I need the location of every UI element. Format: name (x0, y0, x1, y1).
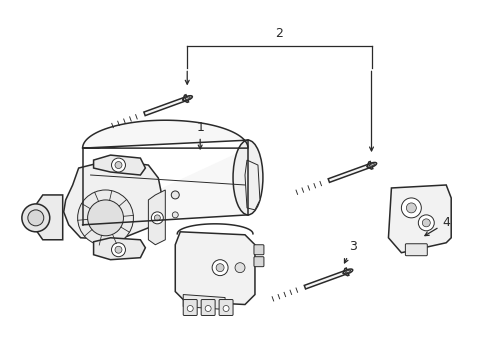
FancyBboxPatch shape (405, 244, 427, 256)
Ellipse shape (183, 96, 192, 100)
Circle shape (78, 190, 133, 246)
FancyBboxPatch shape (219, 300, 233, 315)
Polygon shape (63, 160, 162, 240)
Circle shape (111, 158, 125, 172)
Circle shape (171, 191, 179, 199)
Polygon shape (183, 95, 188, 102)
Text: 2: 2 (275, 27, 283, 40)
Circle shape (205, 306, 211, 311)
Polygon shape (93, 155, 145, 175)
Circle shape (28, 210, 44, 226)
Circle shape (417, 215, 433, 231)
Circle shape (22, 204, 50, 232)
Polygon shape (244, 160, 260, 210)
Circle shape (154, 215, 160, 221)
Circle shape (187, 306, 193, 311)
Circle shape (223, 306, 228, 311)
Circle shape (216, 264, 224, 272)
Circle shape (151, 212, 163, 224)
Ellipse shape (233, 140, 263, 215)
Circle shape (172, 212, 178, 218)
Text: 4: 4 (424, 216, 449, 236)
Circle shape (111, 243, 125, 257)
Polygon shape (82, 120, 247, 225)
Polygon shape (304, 270, 347, 289)
Text: 3: 3 (344, 240, 356, 263)
Circle shape (422, 219, 429, 227)
Polygon shape (327, 163, 371, 183)
Circle shape (115, 162, 122, 168)
Polygon shape (183, 294, 224, 310)
Circle shape (235, 263, 244, 273)
Polygon shape (93, 238, 145, 260)
Ellipse shape (343, 269, 352, 274)
Circle shape (401, 198, 421, 218)
Polygon shape (36, 195, 62, 240)
FancyBboxPatch shape (201, 300, 215, 315)
FancyBboxPatch shape (183, 300, 197, 315)
Ellipse shape (369, 164, 374, 166)
FancyBboxPatch shape (253, 257, 264, 267)
Polygon shape (366, 162, 372, 169)
FancyBboxPatch shape (253, 245, 264, 255)
Ellipse shape (345, 270, 350, 273)
Circle shape (87, 200, 123, 236)
Text: 1: 1 (196, 121, 203, 149)
Ellipse shape (185, 97, 190, 99)
Polygon shape (387, 185, 450, 253)
Circle shape (406, 203, 415, 213)
Ellipse shape (366, 162, 376, 167)
Polygon shape (143, 96, 187, 116)
Polygon shape (148, 190, 165, 245)
Circle shape (115, 246, 122, 253)
Polygon shape (175, 232, 254, 305)
Polygon shape (343, 268, 348, 276)
Circle shape (212, 260, 227, 276)
